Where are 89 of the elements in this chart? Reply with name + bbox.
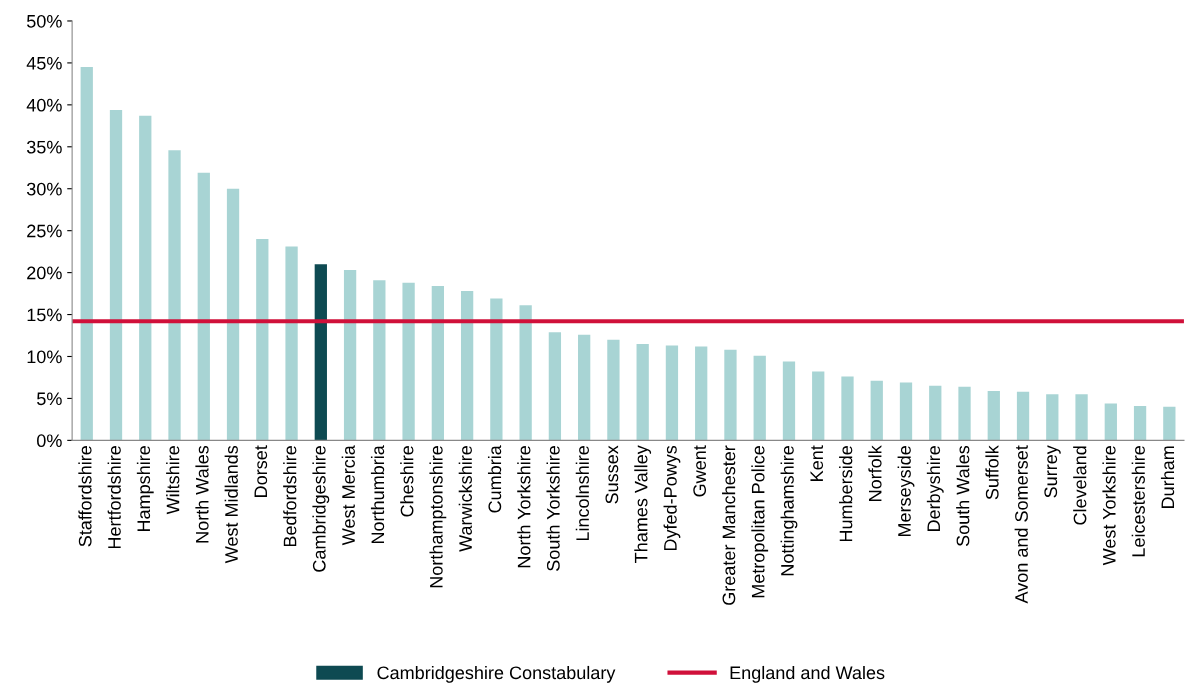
x-tick-label: Greater Manchester (722, 445, 736, 605)
bar (314, 264, 327, 441)
y-tick-label: 45% (26, 56, 62, 70)
x-tick-label: Humberside (839, 446, 853, 542)
y-tick-label: 0% (37, 434, 62, 448)
bar (812, 371, 825, 441)
x-tick-label: Suffolk (985, 445, 999, 500)
bar (402, 282, 415, 441)
x-tick-label: South Yorkshire (546, 446, 560, 571)
x-tick-label: Wiltshire (166, 446, 180, 515)
bar (1104, 403, 1117, 441)
bar (139, 115, 152, 441)
x-tick-label: Bedfordshire (283, 446, 297, 547)
x-tick-label: Leicestershire (1131, 446, 1145, 557)
x-tick-label: Cumbria (487, 445, 502, 513)
x-tick-label: Northumbria (370, 445, 385, 544)
bar (1075, 394, 1088, 441)
x-tick-label: North Wales (195, 445, 209, 543)
x-tick-label: Kent (810, 445, 824, 481)
bar (256, 239, 269, 441)
bar (607, 339, 620, 441)
x-tick-label: Avon and Somerset (1014, 445, 1028, 604)
bar (460, 291, 474, 441)
bar (343, 270, 357, 441)
bar (168, 150, 181, 441)
y-tick-label: 50% (26, 14, 62, 28)
x-tick-label: Lincolnshire (575, 446, 589, 541)
bar (958, 386, 971, 441)
x-tick-label: Norfolk (868, 445, 882, 501)
bar (929, 385, 942, 441)
x-tick-label: Merseyside (897, 446, 915, 537)
x-tick-label: Thames Valley (634, 445, 652, 563)
y-tick-label: 5% (37, 392, 62, 406)
y-tick-label: 25% (27, 224, 62, 238)
x-tick-label: Cambridgeshire (312, 446, 330, 572)
bar (724, 349, 737, 441)
y-tick-label: 10% (27, 350, 62, 364)
x-tick-label: Cleveland (1073, 446, 1087, 525)
x-tick-label: South Wales (956, 445, 970, 547)
y-tick-label: 40% (26, 98, 62, 112)
bar (578, 334, 591, 441)
y-tick-label: 20% (27, 266, 62, 280)
x-tick-label: Warwickshire (458, 446, 472, 552)
bar (1016, 391, 1030, 441)
bar (870, 380, 883, 441)
x-tick-label: Dyfed-Powys (663, 445, 681, 551)
x-tick-label: Dorset (254, 445, 268, 497)
bar (1163, 406, 1176, 441)
bar (197, 172, 210, 441)
x-tick-label: Northamptonshire (429, 446, 447, 588)
bar (987, 390, 1000, 441)
y-tick-label: 35% (26, 140, 62, 154)
bar (753, 355, 766, 441)
x-tick-label: Metropolitan Police (751, 446, 769, 598)
x-tick-label: West Midlands (224, 445, 238, 564)
bar (1133, 405, 1147, 441)
x-tick-label: Surrey (1044, 445, 1061, 498)
legend-label: England and Wales (730, 665, 885, 683)
x-tick-label: Durham (1160, 446, 1175, 508)
bar (431, 286, 444, 441)
x-tick-label: Derbyshire (926, 446, 944, 532)
bar (695, 346, 708, 441)
bar (841, 376, 854, 441)
bar (109, 109, 123, 441)
x-tick-label: Staffordshire (78, 446, 92, 547)
x-tick-label: North Yorkshire (517, 446, 531, 568)
bar (519, 305, 532, 441)
bar (80, 67, 93, 441)
bar (782, 361, 796, 441)
x-tick-label: West Yorkshire (1102, 446, 1116, 566)
x-tick-label: Sussex (605, 445, 619, 504)
bar (665, 345, 679, 441)
bar (226, 188, 240, 441)
legend-label: Cambridgeshire Constabulary (377, 665, 616, 683)
x-tick-label: Gwent (693, 445, 707, 497)
bar (899, 382, 913, 441)
x-tick-label: Cheshire (400, 446, 414, 517)
bar (285, 246, 298, 441)
bar (373, 280, 386, 441)
y-tick-label: 30% (26, 182, 62, 196)
bar (490, 298, 503, 441)
x-tick-label: Nottinghamshire (780, 446, 798, 576)
x-tick-label: Hertfordshire (107, 446, 121, 549)
bar (548, 332, 562, 441)
x-tick-label: West Mercia (341, 445, 355, 546)
x-tick-label: Hampshire (136, 446, 154, 532)
y-tick-label: 15% (27, 308, 62, 322)
bar (1046, 394, 1059, 441)
bar (636, 343, 649, 441)
